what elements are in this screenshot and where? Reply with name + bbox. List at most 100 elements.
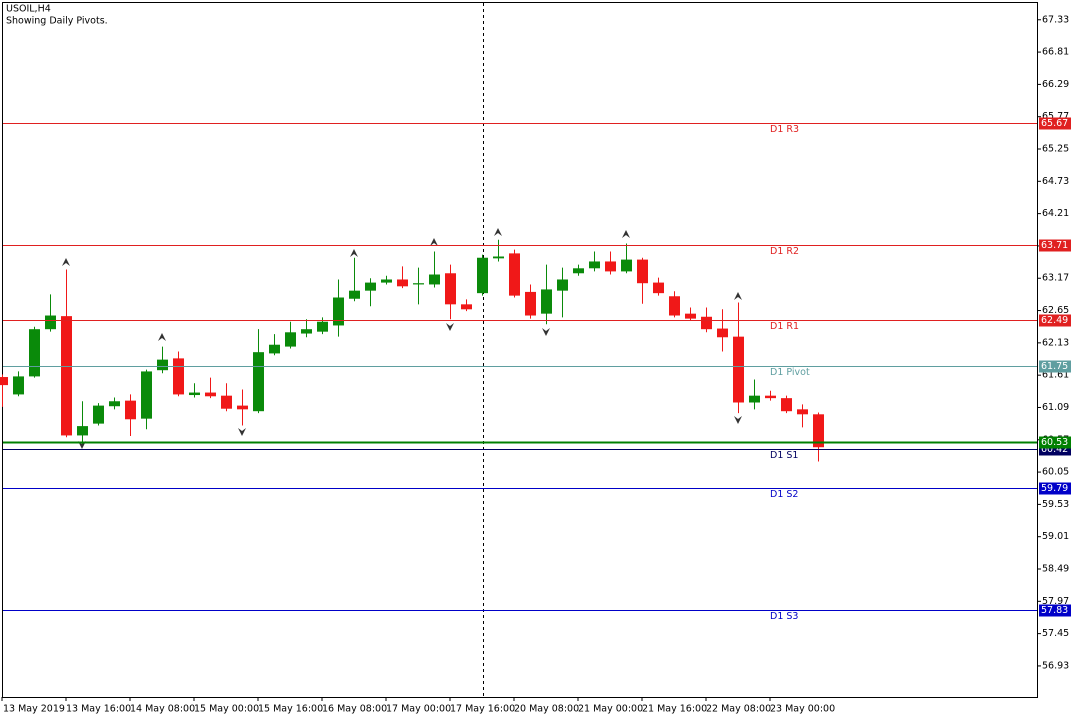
x-tick-label: 21 May 16:00 bbox=[642, 704, 707, 715]
level-name: D1 S1 bbox=[770, 450, 798, 461]
level-name: D1 R2 bbox=[770, 246, 799, 257]
candle-body bbox=[701, 316, 712, 330]
candle-body bbox=[61, 316, 72, 436]
candle-body bbox=[525, 291, 536, 316]
candle-body bbox=[509, 253, 520, 296]
level-value-box bbox=[1039, 360, 1071, 373]
candle-body bbox=[301, 329, 312, 334]
candle-body bbox=[205, 392, 216, 397]
candle-body bbox=[669, 296, 680, 316]
candle-body bbox=[541, 289, 552, 314]
x-tick-label: 17 May 16:00 bbox=[450, 704, 515, 715]
level-name: D1 S3 bbox=[770, 611, 798, 622]
candle-body bbox=[413, 283, 424, 285]
candle-body bbox=[141, 371, 152, 419]
candle-body bbox=[605, 261, 616, 272]
level-value-box bbox=[1039, 482, 1071, 495]
candle-body bbox=[365, 282, 376, 291]
y-tick-label: 62.13 bbox=[1042, 337, 1069, 348]
plot-frame bbox=[2, 2, 1038, 698]
y-tick-label: 62.65 bbox=[1042, 305, 1069, 316]
fractal-up bbox=[350, 249, 358, 257]
level-value-box bbox=[1039, 604, 1071, 617]
candle-body bbox=[0, 377, 8, 386]
candle-body bbox=[781, 398, 792, 412]
candle-body bbox=[685, 313, 696, 319]
y-tick-label: 61.09 bbox=[1042, 402, 1069, 413]
candle-body bbox=[621, 259, 632, 272]
x-tick-label: 22 May 08:00 bbox=[706, 704, 771, 715]
level-value-label: 59.79 bbox=[1041, 483, 1068, 494]
y-tick-label: 57.97 bbox=[1042, 596, 1069, 607]
fractal-up bbox=[62, 258, 70, 266]
y-tick-label: 65.77 bbox=[1042, 111, 1069, 122]
y-tick-label: 60.05 bbox=[1042, 467, 1069, 478]
candle-body bbox=[221, 395, 232, 409]
x-tick-label: 13 May 2019 bbox=[3, 704, 65, 715]
x-tick-label: 23 May 00:00 bbox=[770, 704, 835, 715]
candle-body bbox=[493, 256, 504, 259]
candle-body bbox=[189, 392, 200, 396]
candle-body bbox=[29, 329, 40, 377]
candle-body bbox=[653, 282, 664, 294]
level-name: D1 R1 bbox=[770, 321, 799, 332]
candle-body bbox=[237, 405, 248, 410]
candle-body bbox=[397, 279, 408, 287]
y-tick-label: 58.49 bbox=[1042, 564, 1069, 575]
fractal-down bbox=[542, 328, 550, 336]
y-tick-label: 65.25 bbox=[1042, 144, 1069, 155]
candle-body bbox=[637, 259, 648, 284]
x-tick-label: 17 May 00:00 bbox=[386, 704, 451, 715]
candle-body bbox=[77, 426, 88, 436]
chart-title: USOIL,H4 bbox=[6, 4, 51, 15]
candle-body bbox=[445, 273, 456, 305]
candle-body bbox=[333, 297, 344, 326]
candle-body bbox=[317, 321, 328, 332]
level-value-label: 62.49 bbox=[1041, 315, 1068, 326]
level-name: D1 Pivot bbox=[770, 367, 810, 378]
x-tick-label: 15 May 00:00 bbox=[194, 704, 259, 715]
candle-body bbox=[733, 336, 744, 403]
level-value-box bbox=[1039, 239, 1071, 252]
candle-body bbox=[429, 274, 440, 285]
y-tick-label: 57.45 bbox=[1042, 628, 1069, 639]
candle-body bbox=[45, 315, 56, 330]
level-value-label: 57.83 bbox=[1041, 605, 1068, 616]
fractal-down bbox=[238, 428, 246, 436]
level-value-box bbox=[1039, 117, 1071, 130]
x-tick-label: 15 May 16:00 bbox=[258, 704, 323, 715]
y-tick-label: 59.53 bbox=[1042, 499, 1069, 510]
fractal-down bbox=[734, 416, 742, 424]
y-tick-label: 66.81 bbox=[1042, 47, 1069, 58]
y-tick-label: 56.93 bbox=[1042, 660, 1069, 671]
y-tick-label: 64.73 bbox=[1042, 176, 1069, 187]
candle-body bbox=[461, 304, 472, 310]
level-name: D1 S2 bbox=[770, 489, 798, 500]
level-name: D1 R3 bbox=[770, 124, 799, 135]
candle-body bbox=[269, 344, 280, 354]
fractal-up bbox=[494, 228, 502, 236]
fractal-up bbox=[734, 292, 742, 300]
fractal-up bbox=[158, 333, 166, 341]
fractal-down bbox=[446, 323, 454, 331]
candle-body bbox=[109, 401, 120, 407]
candle-body bbox=[253, 352, 264, 412]
candle-body bbox=[557, 279, 568, 291]
y-tick-label: 63.17 bbox=[1042, 273, 1069, 284]
candle-body bbox=[381, 279, 392, 283]
level-value-label: 63.71 bbox=[1041, 240, 1068, 251]
x-tick-label: 20 May 08:00 bbox=[514, 704, 579, 715]
candle-body bbox=[765, 395, 776, 399]
candle-body bbox=[797, 409, 808, 415]
fractal-up bbox=[622, 230, 630, 238]
level-value-label: 60.42 bbox=[1041, 444, 1068, 455]
y-tick-label: 64.21 bbox=[1042, 208, 1069, 219]
level-value-label: 65.67 bbox=[1041, 118, 1068, 129]
level-value-label: 61.75 bbox=[1041, 361, 1068, 372]
y-tick-label: 59.01 bbox=[1042, 531, 1069, 542]
candle-body bbox=[125, 400, 136, 420]
candle-body bbox=[749, 395, 760, 403]
candle-body bbox=[157, 359, 168, 371]
level-value-box bbox=[1039, 314, 1071, 327]
